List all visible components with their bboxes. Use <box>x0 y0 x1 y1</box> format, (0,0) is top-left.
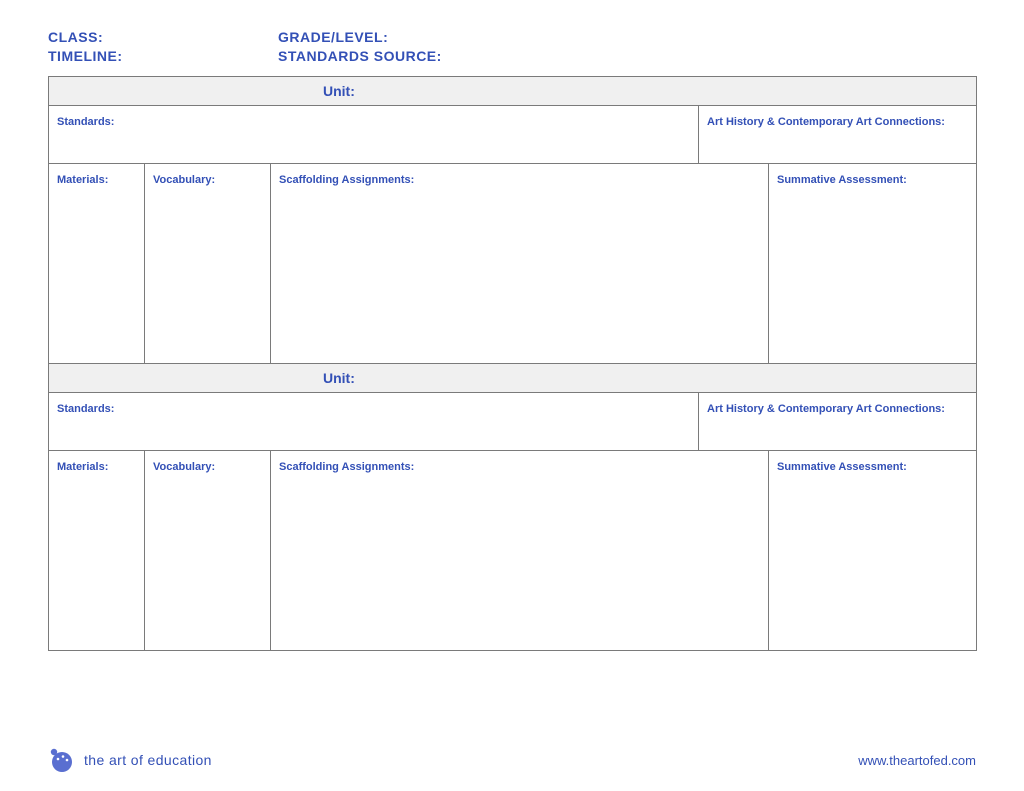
brand-url: www.theartofed.com <box>858 753 976 768</box>
art-history-label: Art History & Contemporary Art Connectio… <box>707 403 945 415</box>
unit-title-cell: Unit: <box>49 364 977 393</box>
unit-title-row: Unit: <box>49 76 977 105</box>
standards-label: Standards: <box>57 116 114 128</box>
summative-label: Summative Assessment: <box>777 174 907 186</box>
unit-table-1: Unit: Standards: Art History & Contempor… <box>48 76 977 364</box>
art-history-cell: Art History & Contemporary Art Connectio… <box>699 392 977 450</box>
scaffolding-cell: Scaffolding Assignments: <box>271 450 769 650</box>
unit-title: Unit: <box>323 83 355 99</box>
scaffolding-label: Scaffolding Assignments: <box>279 461 414 473</box>
unit-title-cell: Unit: <box>49 76 977 105</box>
materials-label: Materials: <box>57 461 108 473</box>
palette-icon <box>48 747 74 773</box>
body-row: Materials: Vocabulary: Scaffolding Assig… <box>49 450 977 650</box>
summative-cell: Summative Assessment: <box>769 450 977 650</box>
header-col-right: GRADE/LEVEL: STANDARDS SOURCE: <box>278 28 976 66</box>
materials-cell: Materials: <box>49 163 145 363</box>
class-label: CLASS: <box>48 28 278 47</box>
header-col-left: CLASS: TIMELINE: <box>48 28 278 66</box>
standards-cell: Standards: <box>49 105 699 163</box>
brand-text: the art of education <box>84 752 212 768</box>
scaffolding-cell: Scaffolding Assignments: <box>271 163 769 363</box>
grade-level-label: GRADE/LEVEL: <box>278 28 976 47</box>
body-row: Materials: Vocabulary: Scaffolding Assig… <box>49 163 977 363</box>
art-history-label: Art History & Contemporary Art Connectio… <box>707 116 945 128</box>
standards-cell: Standards: <box>49 392 699 450</box>
materials-label: Materials: <box>57 174 108 186</box>
page-header: CLASS: TIMELINE: GRADE/LEVEL: STANDARDS … <box>48 28 976 66</box>
unit-title: Unit: <box>323 370 355 386</box>
vocabulary-label: Vocabulary: <box>153 174 215 186</box>
summative-cell: Summative Assessment: <box>769 163 977 363</box>
scaffolding-label: Scaffolding Assignments: <box>279 174 414 186</box>
standards-source-label: STANDARDS SOURCE: <box>278 47 976 66</box>
art-history-cell: Art History & Contemporary Art Connectio… <box>699 105 977 163</box>
summative-label: Summative Assessment: <box>777 461 907 473</box>
page-footer: the art of education www.theartofed.com <box>48 747 976 773</box>
unit-title-row: Unit: <box>49 364 977 393</box>
timeline-label: TIMELINE: <box>48 47 278 66</box>
standards-label: Standards: <box>57 403 114 415</box>
standards-row: Standards: Art History & Contemporary Ar… <box>49 105 977 163</box>
vocabulary-cell: Vocabulary: <box>145 450 271 650</box>
standards-row: Standards: Art History & Contemporary Ar… <box>49 392 977 450</box>
brand: the art of education <box>48 747 212 773</box>
vocabulary-cell: Vocabulary: <box>145 163 271 363</box>
vocabulary-label: Vocabulary: <box>153 461 215 473</box>
materials-cell: Materials: <box>49 450 145 650</box>
unit-table-2: Unit: Standards: Art History & Contempor… <box>48 364 977 651</box>
